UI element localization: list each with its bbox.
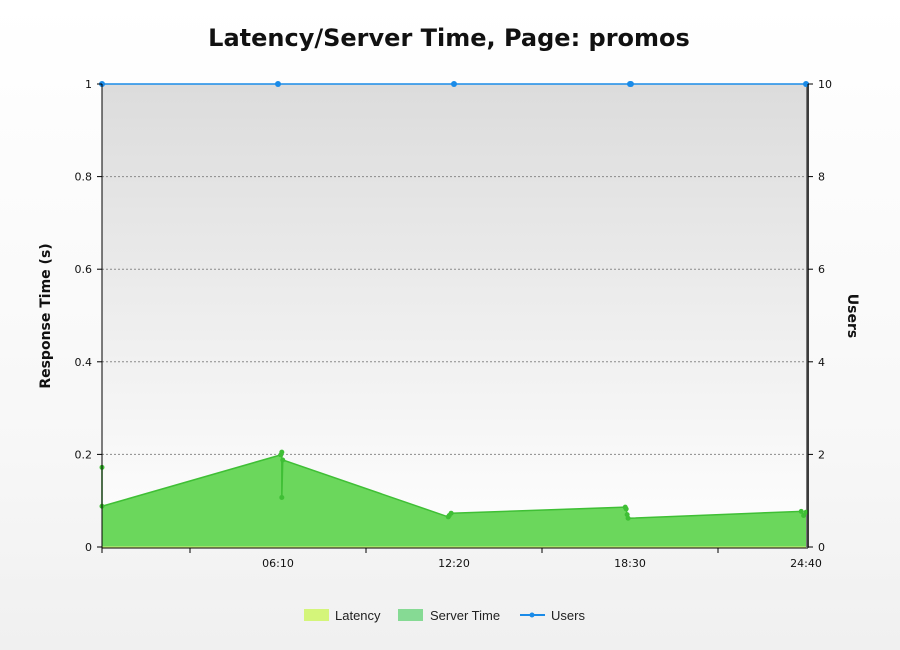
data-point-server-time xyxy=(279,494,285,500)
plot-area xyxy=(102,84,806,547)
y2-tick-label: 10 xyxy=(818,78,832,91)
legend: Latency Server Time Users xyxy=(304,608,585,623)
y2-tick-label: 2 xyxy=(818,448,825,461)
data-point-users xyxy=(275,81,281,87)
y2-axis-ticks: 0 2 4 6 8 10 xyxy=(808,78,832,554)
series-area-server-time xyxy=(102,452,806,547)
legend-label-server-time: Server Time xyxy=(430,608,500,623)
y2-axis-title: Users xyxy=(844,294,860,338)
y-tick-label: 0.6 xyxy=(75,263,93,276)
series-layer xyxy=(99,81,809,548)
y2-tick-label: 4 xyxy=(818,356,825,369)
y2-tick-label: 0 xyxy=(818,541,825,554)
y-tick-label: 0 xyxy=(85,541,92,554)
x-axis-ticks: 06:10 12:20 18:30 24:40 xyxy=(101,548,822,570)
legend-marker-users xyxy=(529,612,535,618)
data-point-server-time xyxy=(798,508,804,514)
x-tick-label: 06:10 xyxy=(262,557,294,570)
x-tick-label: 12:20 xyxy=(438,557,470,570)
legend-label-latency: Latency xyxy=(335,608,381,623)
legend-swatch-server-time xyxy=(398,609,423,621)
data-point-server-time xyxy=(279,449,285,455)
y-axis-ticks: 0 0.2 0.4 0.6 0.8 1 xyxy=(75,78,102,554)
data-point-users xyxy=(627,81,634,87)
x-tick-label: 24:40 xyxy=(790,557,822,570)
data-point-server-time xyxy=(625,515,631,521)
y-tick-label: 0.4 xyxy=(75,356,93,369)
x-tick-label: 18:30 xyxy=(614,557,646,570)
data-point-server-time xyxy=(623,506,629,512)
y-tick-label: 1 xyxy=(85,78,92,91)
y2-tick-label: 8 xyxy=(818,171,825,184)
y-tick-label: 0.2 xyxy=(75,448,93,461)
legend-swatch-latency xyxy=(304,609,329,621)
y2-tick-label: 6 xyxy=(818,263,825,276)
y-axis-title: Response Time (s) xyxy=(38,243,54,388)
legend-label-users: Users xyxy=(551,608,585,623)
data-point-server-time xyxy=(448,510,454,516)
chart-title: Latency/Server Time, Page: promos xyxy=(208,24,690,52)
data-point-users xyxy=(451,81,457,87)
data-point-server-time xyxy=(803,509,809,515)
data-point-server-time xyxy=(280,457,286,463)
y-tick-label: 0.8 xyxy=(75,171,93,184)
